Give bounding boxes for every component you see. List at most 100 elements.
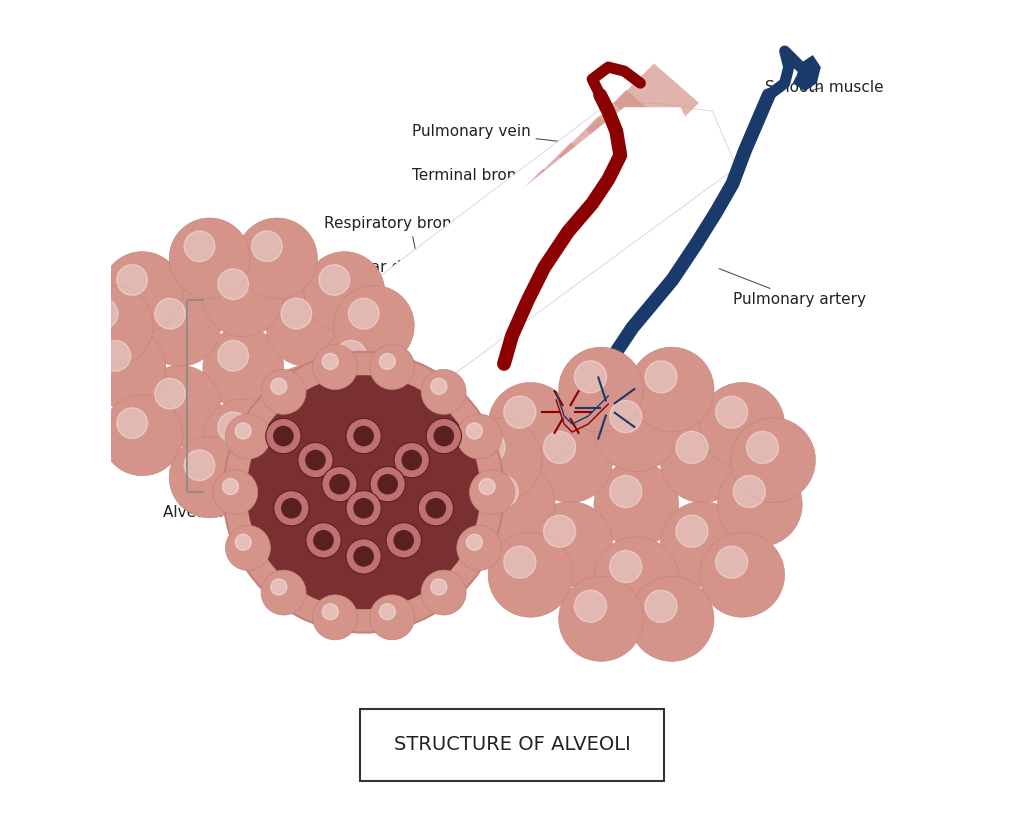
Polygon shape <box>503 168 588 248</box>
Circle shape <box>421 570 466 615</box>
Circle shape <box>203 256 284 337</box>
Polygon shape <box>311 103 736 408</box>
Circle shape <box>248 376 480 609</box>
Circle shape <box>298 442 333 478</box>
Text: Alveolar pores: Alveolar pores <box>163 466 273 520</box>
Circle shape <box>466 534 482 550</box>
Circle shape <box>457 526 502 570</box>
Polygon shape <box>392 273 477 353</box>
Circle shape <box>457 414 502 459</box>
Circle shape <box>225 414 270 459</box>
Polygon shape <box>324 107 705 396</box>
Circle shape <box>559 577 643 661</box>
Circle shape <box>270 579 287 595</box>
Circle shape <box>699 383 784 468</box>
Circle shape <box>225 526 270 570</box>
Polygon shape <box>613 64 699 143</box>
Circle shape <box>718 462 802 547</box>
Polygon shape <box>530 142 615 222</box>
Circle shape <box>266 419 301 454</box>
Polygon shape <box>255 348 351 388</box>
Text: Smooth muscle: Smooth muscle <box>765 80 884 95</box>
Circle shape <box>101 395 182 476</box>
Text: STRUCTURE OF ALVEOLI: STRUCTURE OF ALVEOLI <box>393 735 631 754</box>
Circle shape <box>630 577 714 661</box>
Circle shape <box>184 231 215 262</box>
Text: Pulmonary artery: Pulmonary artery <box>719 268 865 307</box>
Circle shape <box>470 462 555 547</box>
Circle shape <box>479 479 496 494</box>
Circle shape <box>394 530 414 550</box>
Circle shape <box>609 401 642 432</box>
Circle shape <box>354 427 373 446</box>
Circle shape <box>426 419 462 454</box>
Circle shape <box>574 590 606 623</box>
Circle shape <box>213 470 258 515</box>
Circle shape <box>155 299 185 329</box>
Circle shape <box>261 370 306 415</box>
Circle shape <box>334 286 415 366</box>
Circle shape <box>169 437 250 518</box>
Text: Pulmonary vein: Pulmonary vein <box>412 124 573 143</box>
Circle shape <box>346 419 381 454</box>
Circle shape <box>270 379 287 394</box>
Circle shape <box>346 490 381 526</box>
Circle shape <box>418 490 454 526</box>
Circle shape <box>101 251 182 333</box>
Text: Alveolar duct: Alveolar duct <box>324 260 425 290</box>
Circle shape <box>434 427 454 446</box>
Circle shape <box>318 408 349 438</box>
Circle shape <box>236 423 251 439</box>
Circle shape <box>266 286 347 366</box>
Circle shape <box>184 450 215 481</box>
Circle shape <box>318 264 349 295</box>
Circle shape <box>609 551 642 583</box>
Circle shape <box>426 499 445 518</box>
FancyBboxPatch shape <box>359 709 665 781</box>
Circle shape <box>312 344 357 389</box>
Circle shape <box>314 530 333 550</box>
Text: Respiratory bronchiole: Respiratory bronchiole <box>324 216 497 249</box>
Polygon shape <box>558 116 643 195</box>
Text: Capillaries: Capillaries <box>627 392 768 411</box>
Circle shape <box>574 361 606 393</box>
Circle shape <box>203 327 284 408</box>
Circle shape <box>304 251 385 333</box>
Text: Alveolar sac: Alveolar sac <box>176 349 190 442</box>
Circle shape <box>266 366 347 446</box>
Circle shape <box>139 286 220 366</box>
Circle shape <box>660 502 744 587</box>
Circle shape <box>322 467 357 502</box>
Polygon shape <box>261 368 273 392</box>
Polygon shape <box>475 195 560 274</box>
Circle shape <box>218 340 249 371</box>
Circle shape <box>306 450 325 470</box>
Circle shape <box>630 347 714 432</box>
Circle shape <box>527 502 612 587</box>
Circle shape <box>370 467 406 502</box>
Circle shape <box>609 476 642 508</box>
Circle shape <box>281 379 311 409</box>
Circle shape <box>237 437 317 518</box>
Circle shape <box>645 590 677 623</box>
Circle shape <box>699 533 784 617</box>
Polygon shape <box>586 90 671 169</box>
Circle shape <box>236 534 251 550</box>
Circle shape <box>733 476 765 508</box>
Circle shape <box>117 408 147 438</box>
Circle shape <box>431 579 446 595</box>
Polygon shape <box>322 352 334 376</box>
Circle shape <box>218 412 249 443</box>
Circle shape <box>321 327 401 408</box>
Circle shape <box>716 546 748 579</box>
Circle shape <box>87 299 118 329</box>
Circle shape <box>370 344 415 389</box>
Circle shape <box>676 515 708 548</box>
Circle shape <box>559 347 643 432</box>
Circle shape <box>379 353 395 370</box>
Circle shape <box>504 546 536 579</box>
Circle shape <box>85 327 166 408</box>
Circle shape <box>645 361 677 393</box>
Circle shape <box>370 595 415 640</box>
Circle shape <box>594 537 679 622</box>
